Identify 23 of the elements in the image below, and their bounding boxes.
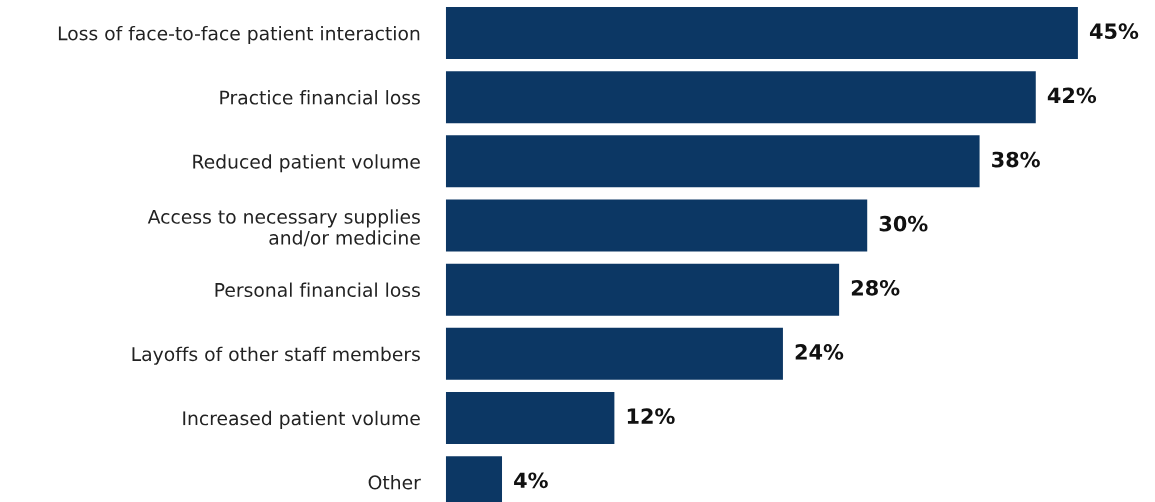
data-label: 45% (1089, 23, 1139, 40)
y-tick-label: Other (368, 474, 421, 490)
data-label: 30% (879, 215, 928, 232)
data-label: 28% (851, 279, 900, 296)
bar (445, 71, 1036, 124)
data-label: 24% (795, 344, 844, 360)
bar (445, 391, 615, 444)
y-tick-label: Personal financial loss (215, 282, 420, 298)
y-tick-label: Access to necessary supplies and/or medicine (147, 209, 420, 247)
data-label: 42% (1047, 87, 1097, 104)
bar (445, 263, 840, 316)
y-tick-label: Loss of face-to-face patient interaction (58, 25, 420, 45)
data-label: 38% (992, 151, 1040, 168)
bar (445, 327, 783, 380)
bar (445, 135, 980, 188)
y-tick-label: Reduced patient volume (193, 154, 420, 173)
bar (445, 199, 868, 252)
data-label: 4% (514, 472, 548, 489)
bar (445, 7, 1078, 60)
data-label: 12% (627, 408, 675, 424)
y-tick-label: Practice financial loss (220, 90, 420, 105)
y-tick-label: Increased patient volume (183, 410, 420, 429)
y-tick-label: Layoffs of other staff members (132, 346, 420, 365)
